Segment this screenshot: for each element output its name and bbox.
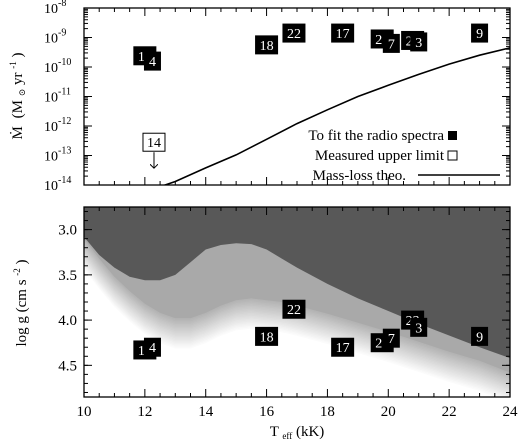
marker-label: 18 — [260, 39, 274, 54]
marker-box — [143, 51, 161, 71]
y-tick-label: 10-9 — [44, 28, 66, 47]
marker-label: 22 — [287, 27, 301, 42]
bottom-markers: 1641822172772339 — [133, 299, 489, 360]
marker-3: 3 — [410, 317, 428, 337]
legend-item-theory: Mass-loss theo. — [313, 168, 406, 184]
marker-label: 4 — [149, 341, 156, 356]
marker-label: 7 — [388, 37, 395, 52]
top-y-axis-label: Ṁ (M ⊙ yr -1 ) — [4, 53, 29, 140]
marker-box — [382, 33, 400, 53]
bottom-plot-area: 1641822172772339 — [84, 207, 510, 397]
marker-7: 7 — [382, 328, 400, 348]
marker-label: 17 — [336, 341, 350, 356]
x-tick-label: 10 — [77, 404, 92, 420]
legend-open-square — [447, 150, 458, 161]
marker-box — [410, 32, 428, 52]
marker-label: 9 — [476, 27, 483, 42]
marker-box — [382, 328, 400, 348]
marker-14-upper-limit: 14 — [142, 132, 166, 152]
y-tick-label: 10-11 — [44, 87, 71, 106]
x-tick-label: 18 — [320, 404, 335, 420]
marker-label: 9 — [476, 330, 483, 345]
marker-22: 22 — [282, 299, 306, 319]
marker-label: 14 — [147, 136, 161, 151]
marker-label: 17 — [336, 27, 350, 42]
marker-17: 17 — [331, 23, 355, 43]
marker-label: 4 — [149, 55, 156, 70]
marker-box — [282, 299, 306, 319]
marker-label: 18 — [260, 330, 274, 345]
marker-box — [255, 35, 279, 55]
marker-box — [142, 132, 166, 152]
marker-17: 17 — [331, 337, 355, 357]
dark-gray-region — [84, 207, 510, 359]
marker-label: 3 — [415, 36, 422, 51]
y-tick-label: 10-10 — [44, 57, 71, 76]
y-tick-label: 10-13 — [44, 146, 71, 165]
y-tick-label: 10-14 — [44, 175, 71, 194]
x-tick-label: 22 — [442, 404, 457, 420]
bottom-panel: 1641822172772339 3.03.54.04.5 1012141618… — [8, 206, 519, 443]
x-tick-label: 14 — [198, 404, 214, 420]
marker-18: 18 — [255, 35, 279, 55]
marker-label: 3 — [415, 321, 422, 336]
bottom-y-axis-label: log g (cm s -2 ) — [8, 259, 30, 346]
x-tick-label: 24 — [503, 404, 519, 420]
marker-box — [331, 23, 355, 43]
top-ticks — [83, 7, 511, 186]
y-tick-label: 10-8 — [44, 0, 66, 17]
mdot-symbol: Ṁ — [10, 126, 26, 139]
top-legend: To fit the radio spectra Measured upper … — [308, 128, 500, 184]
marker-9: 9 — [471, 23, 489, 43]
marker-box — [255, 326, 279, 346]
y-tick-label: 10-12 — [44, 116, 71, 135]
legend-item-radio-fit: To fit the radio spectra — [308, 128, 444, 144]
marker-label: 22 — [287, 303, 301, 318]
y-tick-label: 3.5 — [58, 268, 77, 284]
marker-3: 3 — [410, 32, 428, 52]
marker-box — [410, 317, 428, 337]
marker-18: 18 — [255, 326, 279, 346]
marker-4: 4 — [143, 51, 161, 71]
x-tick-label: 12 — [137, 404, 152, 420]
marker-box — [282, 23, 306, 43]
x-tick-label: 20 — [381, 404, 396, 420]
marker-7: 7 — [382, 33, 400, 53]
y-tick-label: 4.0 — [58, 313, 77, 329]
bottom-ticks — [83, 207, 511, 397]
y-tick-label: 4.5 — [58, 358, 77, 374]
bottom-y-tick-labels: 3.0 3.5 4.0 4.5 — [58, 223, 77, 375]
mass-loss-theory-curve — [162, 47, 510, 185]
x-tick-labels: 10 12 14 16 18 20 22 24 — [77, 404, 519, 420]
marker-box — [471, 23, 489, 43]
marker-box — [331, 337, 355, 357]
legend-item-upper-limit: Measured upper limit — [315, 148, 445, 164]
marker-9: 9 — [471, 326, 489, 346]
top-markers: 164182217277233914 — [133, 23, 489, 152]
marker-label: 7 — [388, 332, 395, 347]
x-tick-label: 16 — [259, 404, 275, 420]
marker-22: 22 — [282, 23, 306, 43]
marker-4: 4 — [143, 337, 161, 357]
top-y-tick-labels: 10-8 10-9 10-10 10-11 10-12 10-13 10-14 — [44, 0, 71, 194]
top-panel: 164182217277233914 10-810-910-1010-1110-… — [4, 0, 511, 194]
marker-box — [143, 337, 161, 357]
y-tick-label: 3.0 — [58, 223, 77, 239]
legend-filled-square — [448, 131, 457, 140]
marker-box — [471, 326, 489, 346]
x-axis-label: T eff (kK) — [270, 424, 325, 443]
top-plot-area: 164182217277233914 — [133, 23, 510, 185]
